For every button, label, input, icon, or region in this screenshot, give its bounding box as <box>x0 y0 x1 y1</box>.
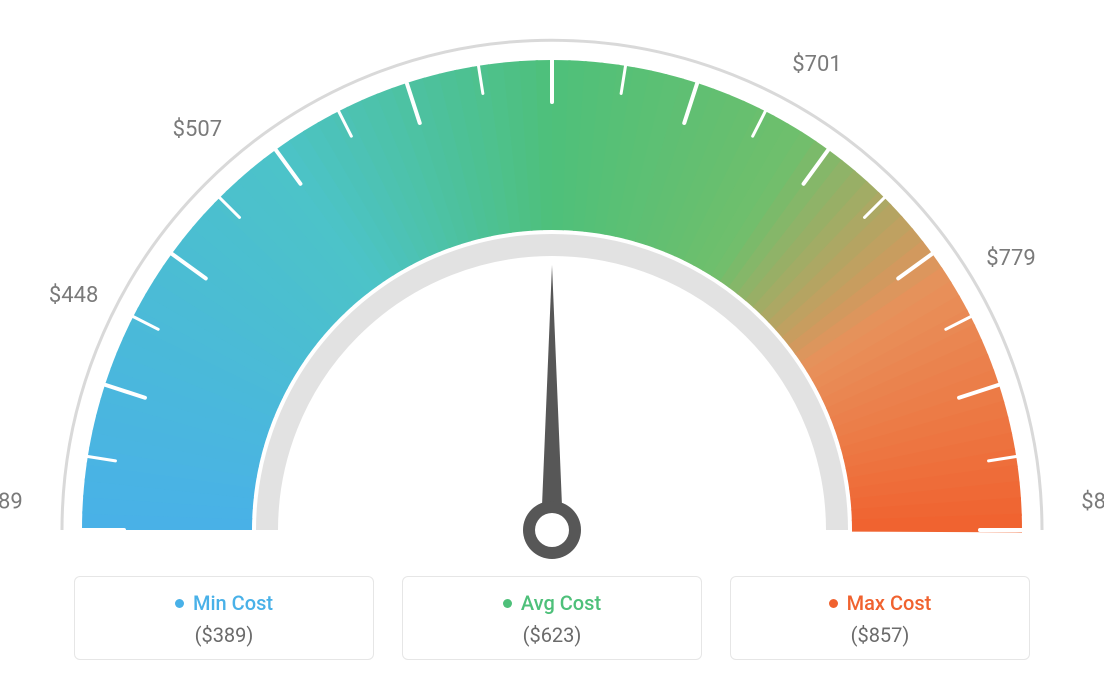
needle-hub-inner <box>535 513 569 547</box>
legend-min-label: Min Cost <box>193 591 273 615</box>
cost-gauge-chart: $389 $448 $507 $623 $701 $779 $857 Min Cost ($… <box>0 0 1104 690</box>
legend-row: Min Cost ($389) Avg Cost ($623) Max Cost… <box>0 576 1104 660</box>
dot-avg <box>503 599 512 608</box>
legend-avg-value: ($623) <box>413 623 691 647</box>
legend-title-avg: Avg Cost <box>503 591 601 615</box>
legend-max-value: ($857) <box>741 623 1019 647</box>
gauge-tick-label: $448 <box>49 283 98 308</box>
gauge-area: $389 $448 $507 $623 $701 $779 $857 <box>0 0 1104 560</box>
legend-max-label: Max Cost <box>847 591 932 615</box>
legend-avg-label: Avg Cost <box>521 591 601 615</box>
gauge-tick-label: $623 <box>527 0 576 2</box>
legend-card-max: Max Cost ($857) <box>730 576 1030 660</box>
legend-title-min: Min Cost <box>175 591 273 615</box>
gauge-svg: $389 $448 $507 $623 $701 $779 $857 <box>0 0 1104 560</box>
dot-min <box>175 599 184 608</box>
legend-card-min: Min Cost ($389) <box>74 576 374 660</box>
gauge-tick-label: $389 <box>0 489 23 514</box>
gauge-tick-label: $857 <box>1081 489 1104 514</box>
dot-max <box>829 599 838 608</box>
gauge-needle <box>541 265 563 530</box>
gauge-tick-label: $701 <box>792 52 841 77</box>
legend-min-value: ($389) <box>85 623 363 647</box>
gauge-tick-label: $779 <box>986 246 1035 271</box>
gauge-tick-label: $507 <box>173 117 222 142</box>
legend-title-max: Max Cost <box>829 591 932 615</box>
legend-card-avg: Avg Cost ($623) <box>402 576 702 660</box>
